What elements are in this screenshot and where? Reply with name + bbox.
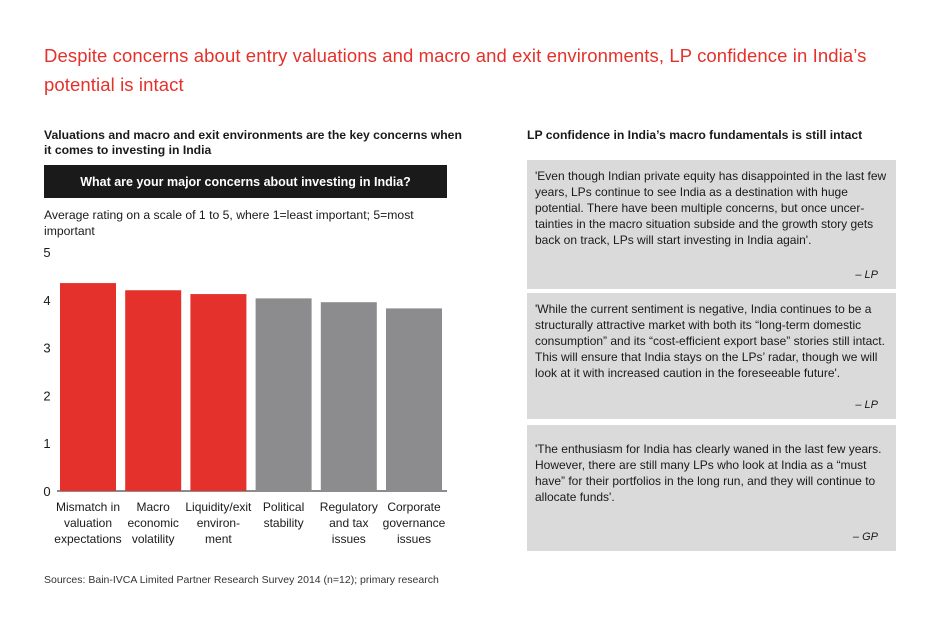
- x-tick-label: Corporate governance issues: [382, 500, 446, 546]
- chart-subtitle: Valuations and macro and exit environmen…: [44, 128, 462, 157]
- bar: [320, 302, 377, 491]
- quotes-subtitle: LP confidence in India’s macro fundament…: [527, 128, 863, 142]
- bar: [386, 308, 442, 491]
- quote-text: 'While the current sentiment is negative…: [535, 302, 885, 380]
- quote-text: 'Even though Indian private equity has d…: [535, 169, 887, 247]
- x-tick-label: Political stability: [262, 500, 305, 530]
- x-tick-label: Liquidity/exit environ- ment: [185, 500, 252, 546]
- bar: [255, 298, 312, 491]
- y-tick-label: 2: [43, 388, 50, 403]
- x-tick-label: Mismatch in valuation expectations: [54, 500, 122, 546]
- y-tick-label: 1: [43, 436, 50, 451]
- quote-attribution: – LP: [855, 399, 878, 411]
- quote-box-3: 'The enthusiasm for India has clearly wa…: [527, 425, 896, 551]
- question-text: What are your major concerns about inves…: [80, 174, 411, 189]
- quote-attribution: – LP: [855, 269, 878, 281]
- y-tick-label: 4: [43, 293, 50, 308]
- quote-attribution: – GP: [852, 531, 878, 543]
- y-tick-label: 0: [43, 484, 50, 499]
- quote-box-2: 'While the current sentiment is negative…: [527, 293, 896, 419]
- quote-text: 'The enthusiasm for India has clearly wa…: [535, 442, 882, 504]
- quote-box-1: 'Even though Indian private equity has d…: [527, 160, 896, 289]
- bar: [60, 283, 116, 491]
- x-tick-label: Regulatory and tax issues: [319, 500, 378, 546]
- question-banner: What are your major concerns about inves…: [44, 165, 447, 198]
- y-tick-label: 5: [43, 245, 50, 260]
- x-tick-label: Macro economic volatility: [127, 500, 179, 546]
- bar: [125, 290, 182, 491]
- bar: [190, 294, 247, 491]
- page-title: Despite concerns about entry valuations …: [44, 45, 867, 95]
- y-tick-label: 3: [43, 341, 50, 356]
- source-note: Sources: Bain-IVCA Limited Partner Resea…: [44, 574, 439, 586]
- rating-note: Average rating on a scale of 1 to 5, whe…: [44, 208, 414, 238]
